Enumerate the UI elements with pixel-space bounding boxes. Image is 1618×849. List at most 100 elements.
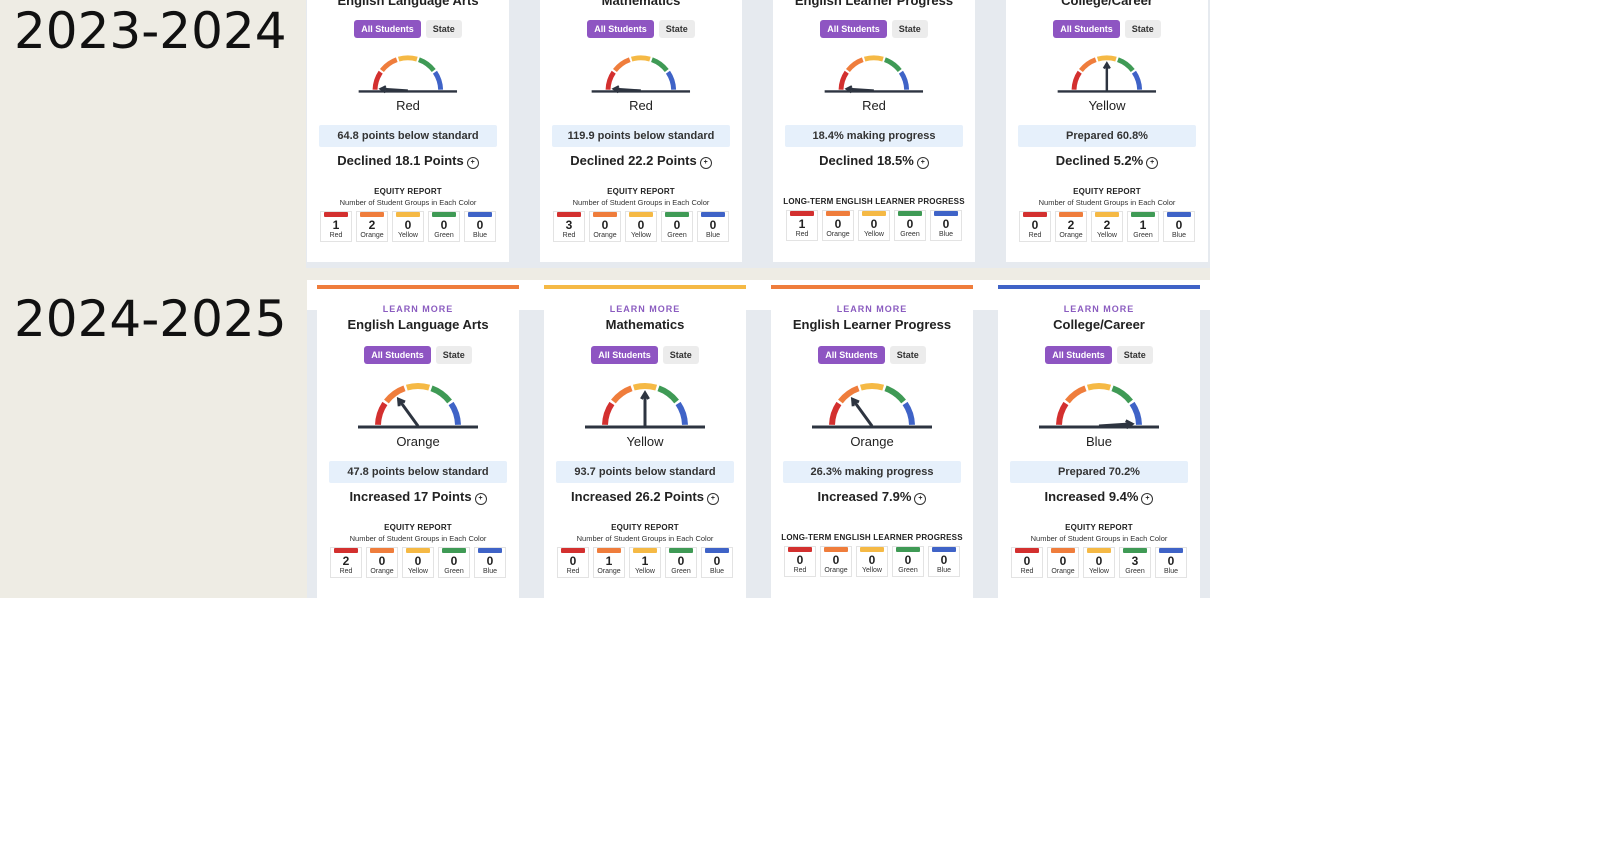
equity-count-label: Blue [1163, 568, 1178, 575]
equity-count-label: Green [1133, 231, 1153, 239]
info-icon[interactable]: + [706, 493, 719, 505]
equity-count-label: Orange [370, 568, 394, 575]
equity-count-label: Blue [482, 568, 497, 575]
state-button[interactable]: State [662, 346, 699, 364]
equity-count-value: 0 [942, 216, 950, 231]
equity-count-orange: 2 Orange [1055, 210, 1087, 242]
equity-count-value: 3 [1131, 554, 1139, 568]
equity-count-value: 1 [798, 216, 806, 231]
equity-count-label: Red [566, 568, 580, 575]
equity-count-label: Red [1020, 568, 1034, 575]
gauge-segment-green [418, 57, 436, 73]
info-icon[interactable]: + [1141, 493, 1154, 505]
equity-count-value: 0 [1095, 554, 1103, 568]
equity-count-blue: 0 Blue [464, 210, 496, 242]
info-icon[interactable]: + [1146, 156, 1159, 169]
gauge-segment-red [375, 401, 388, 426]
gauge-segment-blue [902, 401, 915, 426]
equity-count-label: Green [444, 568, 464, 575]
gauge-segment-red [1071, 70, 1082, 90]
state-button[interactable]: State [891, 20, 928, 38]
gauge-segment-green [1111, 385, 1133, 404]
status-label: Red [396, 97, 420, 113]
state-button[interactable]: State [435, 346, 472, 364]
equity-count-label: Orange [1051, 568, 1075, 575]
learn-more-link[interactable]: LEARN MORE [1063, 304, 1135, 314]
state-button[interactable]: State [425, 20, 462, 38]
indicator-card: College/Career All Students State Yellow… [1006, 0, 1208, 262]
equity-report-title: EQUITY REPORT [611, 523, 679, 532]
info-icon[interactable]: + [474, 493, 487, 505]
gauge-needle-head [844, 85, 853, 94]
all-students-button[interactable]: All Students [1053, 20, 1120, 38]
equity-count-red: 0 Red [784, 546, 816, 577]
change-text: Declined 5.2% + [1006, 153, 1208, 169]
all-students-button[interactable]: All Students [354, 20, 421, 38]
info-icon[interactable]: + [466, 156, 479, 169]
status-label: Red [629, 97, 653, 113]
status-label: Red [862, 97, 886, 113]
all-students-button[interactable]: All Students [1045, 346, 1112, 364]
all-students-button[interactable]: All Students [820, 20, 887, 38]
gauge-needle-head [611, 85, 620, 94]
equity-count-green: 0 Green [894, 209, 926, 241]
gauge-needle [846, 87, 875, 92]
indicator-card: LEARN MORE English Language Arts All Stu… [317, 285, 519, 598]
equity-count-value: 1 [1139, 217, 1147, 232]
gauge-segment-blue [433, 70, 444, 90]
metric-value: 47.8 points below standard [329, 461, 507, 483]
equity-count-blue: 0 Blue [928, 546, 960, 577]
info-icon[interactable]: + [699, 156, 712, 169]
equity-count-yellow: 0 Yellow [392, 210, 424, 242]
status-label: Orange [850, 434, 894, 449]
equity-report-subtitle: Number of Student Groups in Each Color [576, 534, 714, 543]
equity-report-subtitle: Number of Student Groups in Each Color [572, 197, 710, 207]
equity-count-value: 2 [368, 217, 376, 232]
all-students-button[interactable]: All Students [818, 346, 885, 364]
state-button[interactable]: State [1124, 20, 1161, 38]
gauge-needle [397, 398, 420, 427]
equity-count-label: Yellow [398, 231, 418, 239]
equity-count-green: 0 Green [661, 210, 693, 242]
student-toggle: All Students State [540, 20, 742, 38]
all-students-button[interactable]: All Students [591, 346, 658, 364]
equity-count-label: Red [562, 231, 576, 239]
learn-more-link[interactable]: LEARN MORE [382, 304, 454, 314]
gauge-needle-head [1102, 61, 1111, 70]
equity-count-value: 0 [486, 554, 494, 568]
equity-count-value: 0 [414, 554, 422, 568]
learn-more-link[interactable]: LEARN MORE [836, 304, 908, 314]
equity-count-red: 0 Red [1019, 210, 1051, 242]
equity-count-label: Red [795, 230, 809, 238]
all-students-button[interactable]: All Students [587, 20, 654, 38]
gauge-segment-green [1117, 57, 1135, 73]
info-icon[interactable]: + [914, 493, 927, 505]
gauge-icon [358, 383, 478, 429]
equity-report-subtitle: Number of Student Groups in Each Color [1038, 197, 1176, 207]
equity-count-orange: 1 Orange [593, 547, 625, 578]
gauge-segment-blue [448, 401, 461, 426]
state-button[interactable]: State [1116, 346, 1153, 364]
card-title: English Language Arts [337, 0, 479, 8]
learn-more-link[interactable]: LEARN MORE [609, 304, 681, 314]
equity-count-label: Blue [938, 230, 953, 238]
indicator-card: LEARN MORE College/Career All Students S… [998, 285, 1200, 598]
equity-count-label: Green [900, 230, 920, 238]
change-text: Declined 18.5% + [773, 153, 975, 169]
equity-count-label: Green [898, 567, 918, 574]
equity-count-value: 0 [713, 554, 721, 568]
equity-count-label: Blue [1171, 231, 1186, 239]
equity-count-label: Red [329, 231, 343, 239]
equity-count-orange: 0 Orange [822, 209, 854, 241]
equity-counts: 2 Red 0 Orange 0 Yellow 0 Green 0 Bl [317, 547, 519, 578]
state-button[interactable]: State [889, 346, 926, 364]
equity-count-label: Red [339, 568, 353, 575]
equity-counts: 3 Red 0 Orange 0 Yellow 0 Green 0 Bl [540, 210, 742, 242]
info-icon[interactable]: + [916, 156, 929, 169]
gauge-segment-blue [899, 70, 910, 90]
equity-count-label: Yellow [1089, 568, 1109, 575]
all-students-button[interactable]: All Students [364, 346, 431, 364]
equity-report-subtitle: Number of Student Groups in Each Color [1030, 534, 1168, 543]
state-button[interactable]: State [658, 20, 695, 38]
metric-value: 119.9 points below standard [552, 124, 730, 147]
